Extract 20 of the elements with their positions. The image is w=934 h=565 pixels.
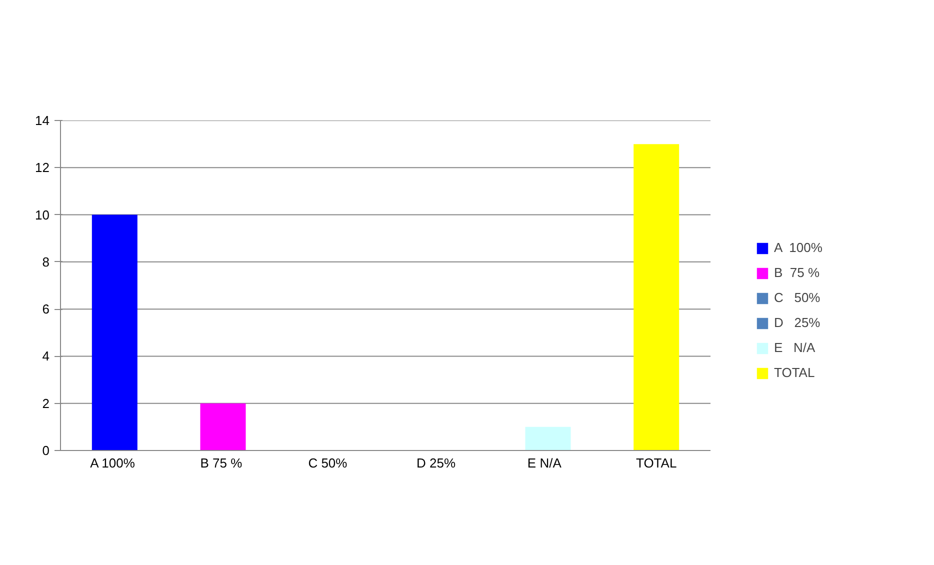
y-tick-label: 8 <box>42 254 50 270</box>
x-tick-label: B 75 % <box>200 456 243 470</box>
legend-label: A 100% <box>774 240 822 255</box>
y-tick-label: 4 <box>42 348 50 364</box>
y-tick-label: 12 <box>35 160 50 176</box>
y-tick-label: 6 <box>42 302 50 317</box>
legend-label: E N/A <box>774 340 816 355</box>
y-tick-label: 10 <box>35 207 50 222</box>
x-tick-label: TOTAL <box>636 456 677 470</box>
y-tick-label: 0 <box>42 443 50 458</box>
legend-label: C 50% <box>774 290 820 305</box>
x-tick-label: E N/A <box>527 456 562 470</box>
legend-label: D 25% <box>774 315 820 330</box>
legend-label: TOTAL <box>774 365 815 380</box>
y-tick-label: 14 <box>35 113 50 128</box>
x-tick-label: A 100% <box>90 456 136 470</box>
x-tick-label: C 50% <box>308 456 348 470</box>
x-tick-label: D 25% <box>416 456 456 470</box>
y-tick-label: 2 <box>42 396 50 411</box>
legend-label: B 75 % <box>774 265 820 280</box>
